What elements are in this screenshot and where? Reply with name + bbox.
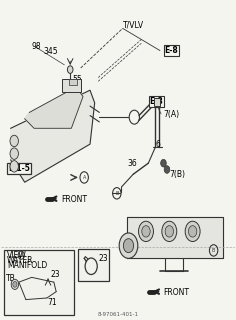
Text: T/VLV: T/VLV [123,21,144,30]
Text: B: B [115,191,118,196]
Text: FRONT: FRONT [61,195,87,204]
Text: A: A [83,175,86,180]
Circle shape [10,135,18,147]
Circle shape [13,282,17,287]
Text: 345: 345 [43,47,58,56]
Circle shape [185,221,200,242]
Bar [154,98,160,106]
Text: 8-97061-401-1: 8-97061-401-1 [97,312,139,317]
Text: 98: 98 [32,42,41,51]
Text: 6: 6 [155,140,160,148]
Text: 55: 55 [72,75,82,84]
Polygon shape [25,87,83,128]
Text: 23: 23 [50,270,60,279]
Bar [69,79,77,85]
Circle shape [123,239,134,252]
Circle shape [161,159,166,167]
Polygon shape [11,90,95,182]
Circle shape [67,66,73,73]
Bar [62,79,81,92]
Text: 23: 23 [98,254,108,263]
Circle shape [139,221,153,242]
Text: 7(B): 7(B) [169,170,185,179]
Text: E-8: E-8 [165,46,178,55]
Bar [4,251,74,316]
Circle shape [165,226,173,237]
Text: FRONT: FRONT [164,288,190,297]
Text: 36: 36 [127,159,137,168]
Text: 71: 71 [47,298,56,307]
Text: E-8: E-8 [149,97,163,106]
Circle shape [162,221,177,242]
Text: A: A [20,253,23,258]
Circle shape [164,166,170,173]
Circle shape [11,279,19,289]
Circle shape [188,226,197,237]
Polygon shape [127,217,223,258]
Text: TB: TB [6,274,16,283]
Text: B: B [212,248,215,253]
Text: MANIFOLD: MANIFOLD [7,261,47,270]
Circle shape [142,226,150,237]
Circle shape [119,233,138,258]
Text: WATER: WATER [7,256,34,265]
Circle shape [10,148,18,159]
Text: E-1-5: E-1-5 [8,164,30,173]
Text: 7(A): 7(A) [164,109,180,118]
Circle shape [10,161,18,172]
Bar [78,249,109,281]
Text: VIEW: VIEW [7,251,27,260]
